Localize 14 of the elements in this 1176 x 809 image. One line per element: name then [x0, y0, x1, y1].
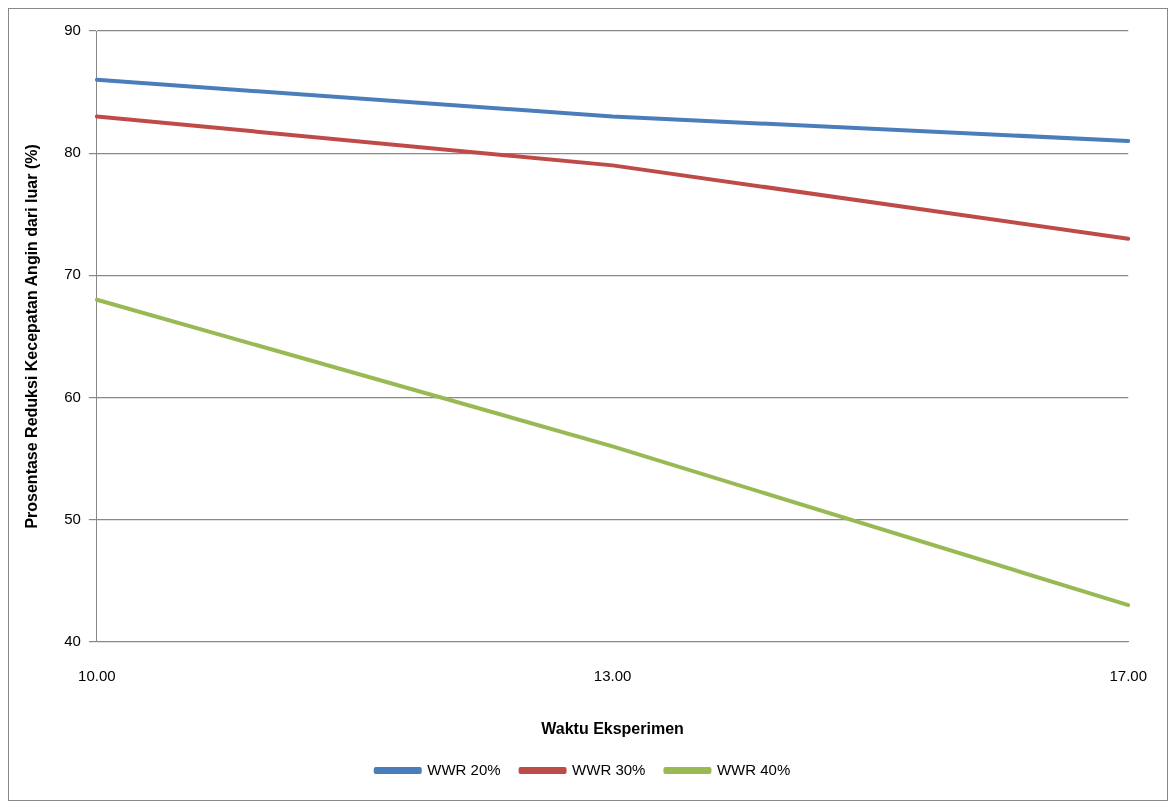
y-tick-label: 90	[64, 21, 81, 39]
y-tick-label: 40	[64, 631, 81, 649]
x-axis-title: Waktu Eksperimen	[541, 719, 684, 737]
legend-label: WWR 40%	[716, 760, 791, 778]
x-tick-label: 17.00	[1109, 666, 1148, 684]
x-tick-label: 10.00	[78, 666, 116, 684]
y-tick-label: 80	[64, 143, 81, 161]
y-tick-label: 60	[64, 387, 81, 405]
y-tick-label: 50	[64, 509, 81, 527]
y-tick-label: 70	[64, 265, 81, 283]
x-tick-label: 13.00	[593, 666, 632, 684]
legend-label: WWR 30%	[572, 760, 646, 778]
y-axis-title: Prosentase Reduksi Kecepatan Angin dari luar (%)	[23, 144, 41, 529]
legend-label: WWR 20%	[427, 760, 501, 778]
